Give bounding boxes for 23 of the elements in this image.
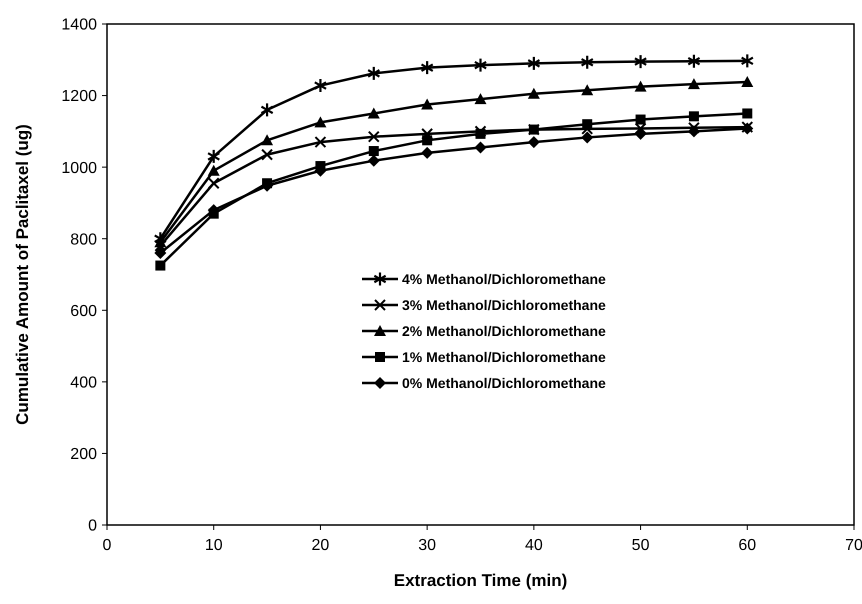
y-tick-label: 1000 <box>61 160 98 177</box>
x-tick-label: 70 <box>845 537 862 554</box>
y-tick-label: 200 <box>70 446 98 464</box>
x-tick-label: 50 <box>632 537 650 554</box>
legend-label: 3% Methanol/Dichloromethane <box>402 296 606 313</box>
x-axis-title: Extraction Time (min) <box>394 571 568 590</box>
legend-label: 4% Methanol/Dichloromethane <box>402 270 606 287</box>
y-axis-title: Cumulative Amount of Paclitaxel (ug) <box>13 124 32 425</box>
x-tick-label: 10 <box>204 537 223 554</box>
y-tick-label: 0 <box>88 518 98 535</box>
legend-label: 2% Methanol/Dichloromethane <box>402 322 606 339</box>
y-tick-label: 600 <box>70 302 98 320</box>
x-tick-label: 20 <box>312 537 330 554</box>
x-tick-label: 60 <box>738 537 756 554</box>
x-tick-label: 30 <box>418 537 436 554</box>
y-tick-label: 800 <box>70 231 98 248</box>
y-tick-label: 400 <box>70 374 98 392</box>
legend-label: 1% Methanol/Dichloromethane <box>402 348 606 365</box>
legend-label: 0% Methanol/Dichloromethane <box>402 374 606 391</box>
x-tick-label: 40 <box>524 537 543 554</box>
y-tick-label: 1200 <box>61 88 98 106</box>
y-tick-label: 1400 <box>61 16 98 34</box>
x-tick-label: 0 <box>102 537 112 554</box>
